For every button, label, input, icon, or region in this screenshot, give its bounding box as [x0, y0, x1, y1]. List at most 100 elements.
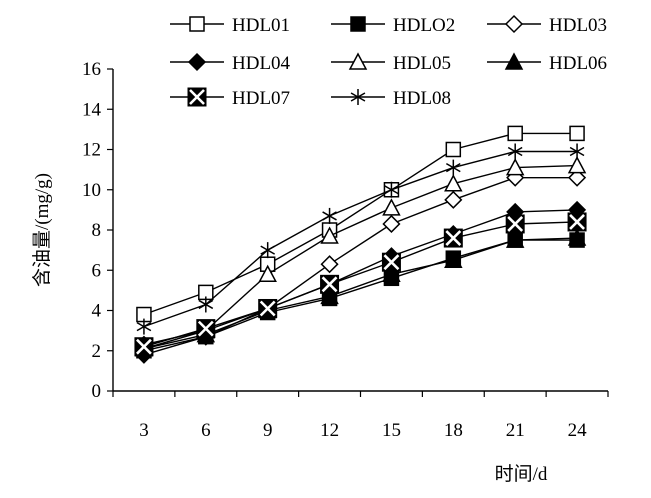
series-line	[143, 150, 578, 328]
legend-marker	[350, 89, 366, 105]
data-point	[505, 158, 525, 176]
marker-stroke	[445, 162, 461, 173]
x-tick-label: 24	[568, 420, 588, 441]
legend-item-hdl01: HDL01	[170, 15, 290, 36]
data-point	[444, 174, 463, 192]
marker-cross	[259, 300, 276, 317]
data-point	[567, 156, 587, 174]
x-tick-label: 21	[506, 420, 525, 441]
data-point	[444, 190, 463, 209]
data-point	[507, 125, 523, 142]
series-layer	[134, 125, 587, 364]
data-point	[382, 198, 401, 216]
marker-cross	[383, 254, 400, 271]
series-line	[143, 132, 578, 316]
marker-cross	[321, 276, 338, 293]
data-point	[320, 274, 340, 294]
legend-item-hdl03: HDL03	[487, 14, 607, 36]
data-point	[445, 141, 462, 158]
y-tick-label: 2	[92, 341, 102, 362]
x-tick-label: 6	[201, 420, 211, 441]
data-point	[505, 214, 525, 234]
legend-item-hdl05: HDL05	[331, 52, 451, 74]
y-tick-label: 4	[92, 301, 102, 322]
y-tick-label: 14	[82, 99, 102, 120]
data-point	[567, 212, 587, 232]
marker-stroke	[384, 185, 399, 195]
legend-item-hdl07: HDL07	[170, 87, 290, 109]
series-line	[143, 209, 578, 356]
legend-item-hdl06: HDL06	[487, 52, 607, 74]
data-point	[569, 125, 585, 142]
data-point	[320, 255, 339, 274]
data-point	[198, 296, 214, 313]
legend-label: HDL06	[549, 53, 607, 74]
y-tick-label: 16	[82, 59, 101, 80]
data-point	[567, 228, 587, 246]
legend-marker	[187, 87, 207, 107]
legend-marker	[350, 16, 366, 32]
data-point	[569, 143, 585, 160]
legend-label: HDL04	[232, 53, 291, 74]
marker-stroke	[260, 245, 276, 255]
data-point	[445, 159, 461, 176]
legend: HDL01 HDLO2 HDL03 HDL04 HDL05 HDL06 HDL07 HDL08	[170, 14, 607, 109]
data-point	[258, 298, 278, 318]
data-point	[134, 337, 154, 357]
series-line	[143, 221, 578, 348]
data-point	[381, 252, 401, 272]
legend-label: HDL03	[549, 15, 607, 36]
x-tick-label: 12	[320, 420, 339, 441]
legend-item-hdl04: HDL04	[170, 52, 291, 74]
y-tick-label: 0	[92, 381, 102, 402]
legend-marker	[348, 52, 368, 70]
marker-stroke	[198, 299, 214, 310]
data-point	[382, 214, 401, 234]
legend-item-hdlo2: HDLO2	[331, 15, 455, 36]
marker-stroke	[507, 146, 523, 157]
legend-marker	[189, 16, 205, 32]
data-point	[443, 228, 463, 248]
legend-label: HDL08	[393, 88, 451, 109]
y-axis-label: 含油量/(mg/g)	[31, 173, 53, 287]
marker-stroke	[136, 321, 152, 332]
series-line	[143, 237, 578, 350]
series-line	[143, 176, 578, 346]
data-point	[196, 319, 216, 339]
data-point	[320, 286, 339, 305]
legend-label: HDL01	[232, 15, 290, 36]
marker-cross	[507, 216, 524, 232]
data-point	[384, 181, 399, 198]
series-hdl08	[136, 143, 585, 335]
data-point	[568, 168, 587, 187]
y-tick-label: 6	[92, 260, 102, 281]
legend-label: HDL07	[232, 88, 290, 109]
legend-marker	[187, 52, 207, 72]
data-point	[320, 226, 339, 244]
data-point	[136, 318, 152, 335]
x-tick-label: 15	[382, 420, 401, 441]
legend-label: HDLO2	[393, 15, 455, 36]
legend-marker	[504, 14, 524, 34]
y-tick-label: 8	[92, 220, 102, 241]
marker-stroke	[569, 146, 585, 157]
y-tick-label: 10	[82, 180, 101, 201]
legend-label: HDL05	[393, 53, 451, 74]
data-point	[322, 207, 337, 224]
series-hdl07	[134, 212, 587, 357]
marker-cross	[136, 338, 152, 355]
data-point	[444, 250, 463, 268]
x-tick-label: 18	[444, 420, 463, 441]
x-tick-label: 9	[263, 420, 273, 441]
y-tick-label: 12	[82, 140, 101, 161]
data-point	[258, 264, 277, 283]
x-tick-label: 3	[139, 420, 149, 441]
marker-cross	[189, 89, 205, 105]
legend-marker	[504, 52, 524, 70]
marker-stroke	[322, 211, 337, 221]
marker-cross	[569, 214, 585, 230]
data-point	[505, 230, 525, 248]
marker-cross	[445, 230, 462, 246]
